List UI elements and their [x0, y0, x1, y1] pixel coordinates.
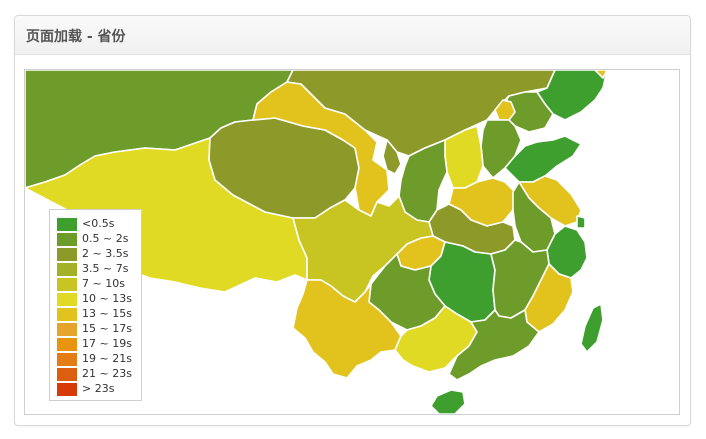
region-hainan[interactable]	[430, 389, 466, 414]
legend-label: 7 ~ 10s	[82, 277, 125, 290]
legend-label: 15 ~ 17s	[82, 322, 132, 335]
legend-swatch	[57, 338, 77, 351]
panel-header: 页面加载 - 省份	[15, 16, 690, 55]
region-guangdong[interactable]	[448, 309, 540, 381]
map-svg	[25, 70, 608, 414]
legend-swatch	[57, 278, 77, 291]
region-taiwan[interactable]	[580, 303, 604, 353]
legend-label: 21 ~ 23s	[82, 367, 132, 380]
legend-label: 2 ~ 3.5s	[82, 247, 129, 260]
legend-swatch	[57, 248, 77, 261]
legend-swatch	[57, 293, 77, 306]
region-heilongjiang[interactable]	[594, 70, 608, 79]
legend-label: 19 ~ 21s	[82, 352, 132, 365]
region-yunnan[interactable]	[292, 279, 402, 379]
region-shanghai[interactable]	[576, 215, 586, 229]
region-jilin[interactable]	[536, 70, 608, 121]
legend-swatch	[57, 353, 77, 366]
legend: <0.5s 0.5 ~ 2s 2 ~ 3.5s 3.5 ~ 7s 7 ~ 10s…	[49, 209, 142, 401]
legend-swatch	[57, 368, 77, 381]
legend-swatch	[57, 308, 77, 321]
legend-swatch	[57, 218, 77, 231]
legend-label: 10 ~ 13s	[82, 292, 132, 305]
legend-swatch	[57, 233, 77, 246]
legend-swatch	[57, 383, 77, 396]
legend-label: 0.5 ~ 2s	[82, 232, 129, 245]
legend-label: > 23s	[82, 382, 115, 395]
legend-label: 13 ~ 15s	[82, 307, 132, 320]
legend-swatch	[57, 323, 77, 336]
province-load-panel: 页面加载 - 省份	[14, 15, 691, 426]
legend-label: <0.5s	[82, 217, 115, 230]
panel-title: 页面加载 - 省份	[26, 29, 126, 45]
china-province-map: <0.5s 0.5 ~ 2s 2 ~ 3.5s 3.5 ~ 7s 7 ~ 10s…	[24, 69, 680, 415]
region-ningxia[interactable]	[382, 139, 402, 175]
legend-label: 3.5 ~ 7s	[82, 262, 129, 275]
legend-label: 17 ~ 19s	[82, 337, 132, 350]
legend-swatch	[57, 263, 77, 276]
